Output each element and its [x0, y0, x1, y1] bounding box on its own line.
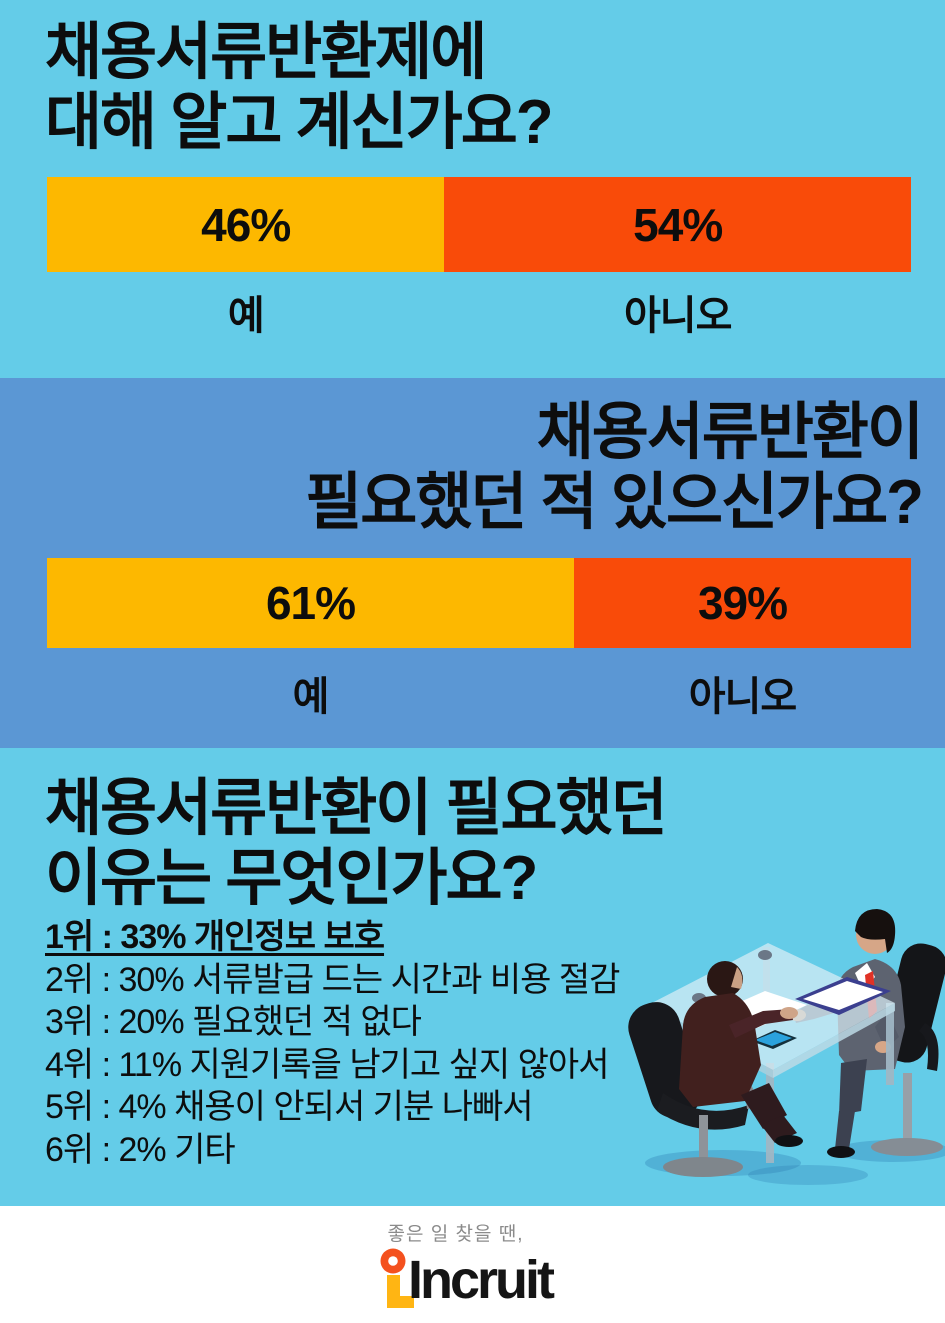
reason-item: 3위 : 20% 필요했던 적 없다 — [45, 1003, 422, 1041]
awareness-no-segment: 54% — [444, 177, 911, 272]
need-yes-label: 예 — [292, 675, 330, 719]
need-no-value: 39% — [697, 577, 788, 629]
awareness-no-value: 54% — [633, 198, 723, 251]
need-bar-labels: 예 아니오 — [47, 664, 911, 722]
reason-item: 5위 : 4% 채용이 안되서 기분 나빠서 — [45, 1088, 534, 1126]
awareness-yes-segment: 46% — [47, 177, 445, 272]
footer: 좋은 일 찾을 땐, Incruit — [0, 1206, 945, 1323]
incruit-logo: Incruit — [380, 1248, 558, 1310]
title-line-2: 대해 알고 계신가요? — [45, 88, 554, 157]
need-no-segment: 39% — [574, 558, 911, 648]
awareness-yes-label: 예 — [227, 294, 265, 338]
section-reasons-title: 채용서류반환이 필요했던 이유는 무엇인가요? — [45, 774, 668, 914]
reason-item: 1위 : 33% 개인정보 보호 — [45, 918, 385, 956]
section-reasons: 채용서류반환이 필요했던 이유는 무엇인가요? 1위 : 33% 개인정보 보호 2… — [0, 748, 945, 1206]
logo-in-symbol — [380, 1248, 414, 1308]
section-awareness: 채용서류반환제에 대해 알고 계신가요? 46% 54% 예 아니오 — [0, 0, 945, 378]
title-line-2: 필요했던 적 있으신가요? — [305, 468, 924, 537]
logo-wordmark: Incruit — [408, 1250, 555, 1310]
shadow-table — [748, 1165, 868, 1185]
title-line-1: 채용서류반환이 — [536, 398, 924, 467]
awareness-bar-labels: 예 아니오 — [47, 283, 911, 341]
awareness-yes-value: 46% — [201, 198, 291, 251]
awareness-stacked-bar: 46% 54% — [47, 177, 911, 272]
need-yes-segment: 61% — [47, 558, 575, 648]
applicant-left — [679, 961, 803, 1147]
reasons-list: 1위 : 33% 개인정보 보호 2위 : 30% 서류발급 드는 시간과 비용 … — [45, 916, 645, 1171]
title-line-1: 채용서류반환제에 — [45, 18, 487, 87]
section-awareness-title: 채용서류반환제에 대해 알고 계신가요? — [45, 18, 554, 158]
reason-item: 4위 : 11% 지원기록을 남기고 싶지 않아서 — [45, 1045, 609, 1084]
awareness-no-label: 아니오 — [624, 294, 732, 338]
section-need: 채용서류반환이 필요했던 적 있으신가요? 61% 39% 예 아니오 — [0, 378, 945, 748]
need-no-label: 아니오 — [688, 675, 797, 719]
title-line-2: 이유는 무엇인가요? — [45, 844, 538, 913]
reason-item: 2위 : 30% 서류발급 드는 시간과 비용 절감 — [45, 960, 620, 999]
footer-brand-block: 좋은 일 찾을 땐, Incruit — [378, 1206, 568, 1310]
need-stacked-bar: 61% 39% — [47, 558, 911, 648]
interview-illustration — [628, 909, 945, 1185]
title-line-1: 채용서류반환이 필요했던 — [45, 774, 668, 843]
brand-slogan: 좋은 일 찾을 땐, — [387, 1224, 524, 1245]
reason-item: 6위 : 2% 기타 — [45, 1130, 236, 1169]
need-yes-value: 61% — [265, 577, 356, 629]
section-need-title: 채용서류반환이 필요했던 적 있으신가요? — [305, 398, 924, 538]
